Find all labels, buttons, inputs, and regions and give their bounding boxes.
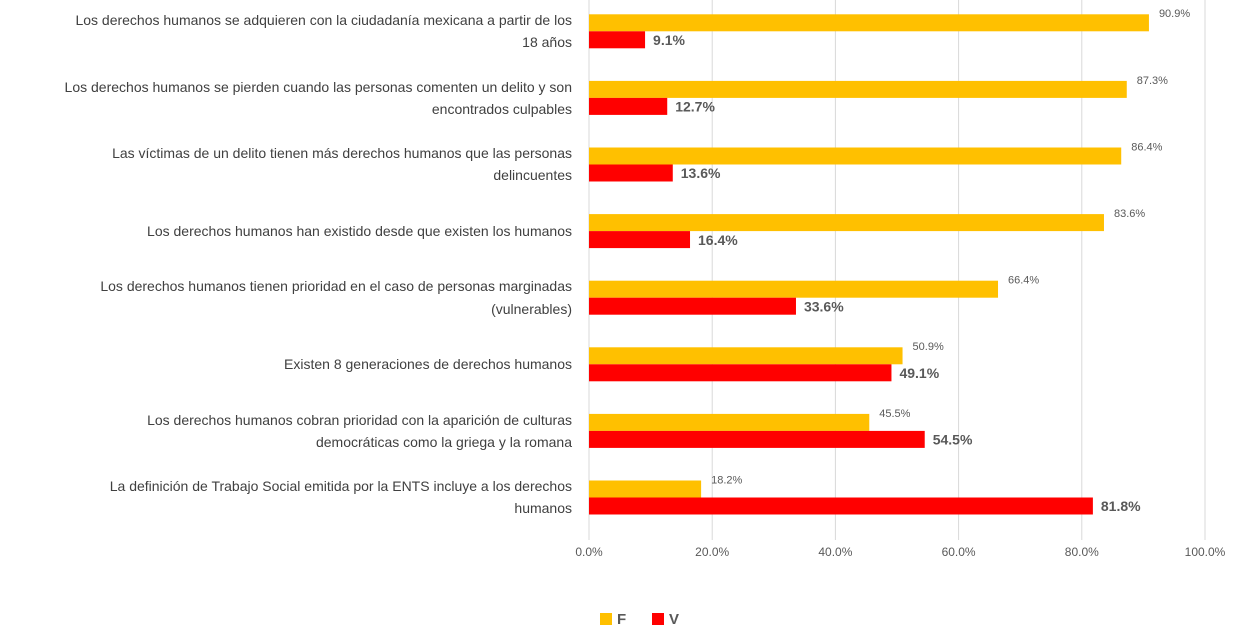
value-label: 50.9% — [913, 341, 944, 353]
value-label: 54.5% — [933, 432, 973, 448]
bar — [589, 14, 1149, 32]
category-label: Existen 8 generaciones de derechos human… — [284, 356, 572, 373]
bar — [589, 364, 892, 382]
value-label: 83.6% — [1114, 208, 1145, 220]
value-label: 33.6% — [804, 298, 844, 314]
legend-swatch — [652, 613, 664, 625]
legend-swatch — [600, 613, 612, 625]
bar — [589, 430, 925, 448]
x-tick-label: 100.0% — [1185, 545, 1226, 559]
category-label: Las víctimas de un delito tienen más der… — [112, 145, 572, 184]
value-label: 9.1% — [653, 32, 685, 48]
bar — [589, 147, 1122, 165]
legend-label: V — [669, 611, 679, 628]
category-label: La definición de Trabajo Social emitida … — [109, 478, 572, 517]
category-label: Los derechos humanos se adquieren con la… — [75, 11, 572, 51]
bar — [589, 214, 1104, 232]
bar — [589, 280, 999, 298]
value-label: 66.4% — [1008, 275, 1039, 287]
category-label: Los derechos humanos se pierden cuando l… — [64, 78, 572, 117]
value-label: 12.7% — [675, 99, 715, 115]
category-label: Los derechos humanos cobran prioridad co… — [147, 411, 572, 450]
bar — [589, 80, 1127, 98]
value-label: 16.4% — [698, 232, 738, 248]
value-label: 13.6% — [681, 165, 721, 181]
value-label: 90.9% — [1159, 8, 1190, 20]
bar — [589, 164, 673, 182]
bar — [589, 347, 903, 365]
category-label: Los derechos humanos tienen prioridad en… — [100, 278, 572, 317]
x-tick-label: 40.0% — [818, 545, 852, 559]
bar — [589, 497, 1093, 515]
bar — [589, 413, 870, 431]
value-label: 49.1% — [899, 365, 939, 381]
x-tick-label: 80.0% — [1065, 545, 1099, 559]
value-label: 18.2% — [711, 474, 742, 486]
bar — [589, 31, 646, 49]
x-tick-label: 60.0% — [942, 545, 976, 559]
legend-label: F — [617, 611, 626, 628]
bar — [589, 480, 702, 498]
value-label: 86.4% — [1131, 141, 1162, 153]
bar — [589, 97, 668, 115]
x-tick-label: 20.0% — [695, 545, 729, 559]
value-label: 87.3% — [1137, 75, 1168, 87]
value-label: 45.5% — [879, 408, 910, 420]
category-label: Los derechos humanos han existido desde … — [147, 222, 572, 239]
bar — [589, 297, 796, 315]
bar — [589, 231, 691, 249]
x-tick-label: 0.0% — [575, 545, 603, 559]
value-label: 81.8% — [1101, 498, 1141, 514]
